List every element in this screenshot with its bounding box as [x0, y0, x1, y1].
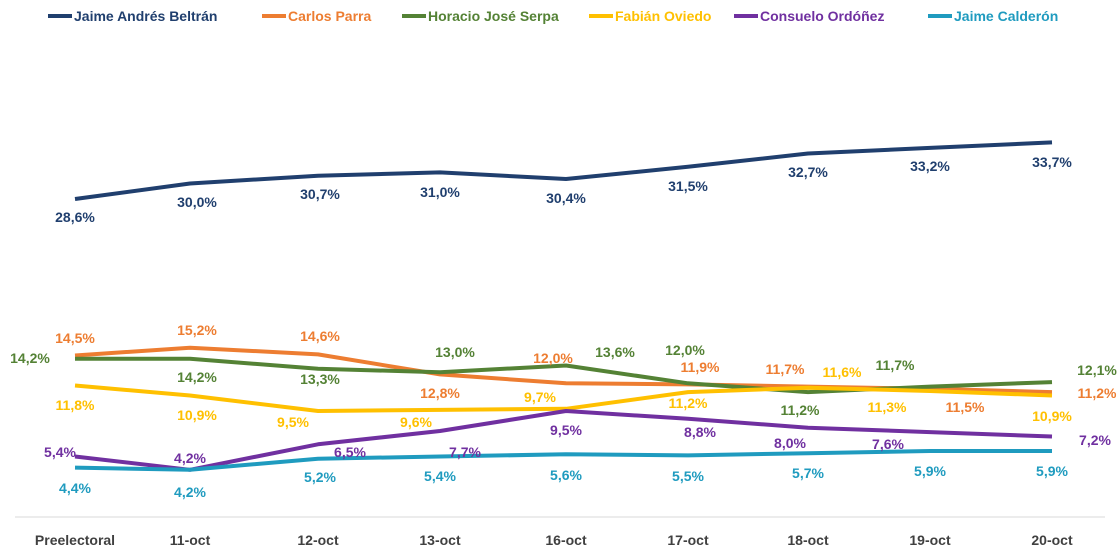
data-label: 13,3%	[300, 371, 340, 387]
data-label: 14,2%	[177, 369, 217, 385]
data-label: 13,0%	[435, 344, 475, 360]
series-line	[74, 383, 1053, 413]
data-label: 5,4%	[424, 468, 456, 484]
data-label: 11,2%	[781, 402, 820, 418]
data-label: 15,2%	[177, 322, 217, 338]
data-label: 4,2%	[174, 484, 206, 500]
x-tick-label: Preelectoral	[35, 532, 115, 548]
x-tick-label: 16-oct	[545, 532, 587, 548]
data-label: 11,3%	[868, 399, 907, 415]
data-label: 12,0%	[665, 342, 705, 358]
legend-label: Jaime Andrés Beltrán	[74, 8, 217, 24]
data-label: 9,6%	[400, 414, 432, 430]
data-label: 9,5%	[277, 414, 309, 430]
data-label: 5,2%	[304, 469, 336, 485]
legend: Jaime Andrés Beltrán Carlos Parra Horacio …	[48, 8, 1058, 24]
data-label: 5,4%	[44, 444, 76, 460]
x-tick-label: 13-oct	[419, 532, 461, 548]
x-tick-label: 19-oct	[909, 532, 951, 548]
data-label: 11,7%	[876, 357, 915, 373]
data-label: 33,7%	[1032, 154, 1072, 170]
data-label: 30,7%	[300, 186, 340, 202]
data-label: 11,2%	[1078, 385, 1117, 401]
x-tick-label: 11-oct	[170, 532, 211, 548]
data-label: 7,2%	[1079, 432, 1111, 448]
data-label: 5,9%	[1036, 463, 1068, 479]
series-line	[74, 140, 1053, 201]
data-label: 30,0%	[177, 194, 217, 210]
x-tick-labels: Preelectoral 11-oct 12-oct 13-oct 16-oct 17-o…	[35, 532, 1073, 548]
data-label: 6,5%	[334, 444, 366, 460]
data-label: 32,7%	[788, 164, 828, 180]
data-label: 8,8%	[684, 424, 716, 440]
series-lines	[74, 140, 1053, 472]
data-label: 10,9%	[1032, 408, 1072, 424]
data-label: 9,7%	[524, 389, 556, 405]
data-label: 11,2%	[669, 395, 708, 411]
legend-label: Consuelo Ordóñez	[760, 8, 884, 24]
data-label: 4,2%	[174, 450, 206, 466]
data-label: 31,5%	[668, 178, 708, 194]
data-label: 7,6%	[872, 436, 904, 452]
data-label: 10,9%	[177, 407, 217, 423]
data-label: 5,6%	[550, 467, 582, 483]
data-label: 14,5%	[55, 330, 95, 346]
data-label: 8,0%	[774, 435, 806, 451]
legend-label: Horacio José Serpa	[428, 8, 559, 24]
series-line	[74, 409, 1053, 472]
data-label: 30,4%	[546, 190, 586, 206]
data-label: 31,0%	[420, 184, 460, 200]
data-label: 9,5%	[550, 422, 582, 438]
data-label: 11,9%	[681, 359, 720, 375]
legend-label: Jaime Calderón	[954, 8, 1058, 24]
x-tick-label: 18-oct	[787, 532, 829, 548]
data-label: 11,5%	[946, 399, 985, 415]
data-label: 12,0%	[533, 350, 573, 366]
data-label: 14,6%	[300, 328, 340, 344]
data-label: 28,6%	[55, 209, 95, 225]
data-label: 13,6%	[595, 344, 635, 360]
data-labels: 28,6% 30,0% 30,7% 31,0% 30,4% 31,5% 32,7% 33,2%…	[10, 154, 1117, 500]
data-label: 11,6%	[823, 364, 862, 380]
data-label: 11,8%	[56, 397, 95, 413]
data-label: 14,2%	[10, 350, 50, 366]
data-label: 4,4%	[59, 480, 91, 496]
data-label: 33,2%	[910, 158, 950, 174]
x-tick-label: 20-oct	[1031, 532, 1073, 548]
x-tick-label: 12-oct	[297, 532, 339, 548]
data-label: 5,5%	[672, 468, 704, 484]
series-line	[74, 449, 1052, 472]
data-label: 5,7%	[792, 465, 824, 481]
data-label: 12,8%	[420, 385, 460, 401]
legend-label: Fabián Oviedo	[615, 8, 711, 24]
legend-label: Carlos Parra	[288, 8, 371, 24]
data-label: 7,7%	[449, 444, 481, 460]
x-tick-label: 17-oct	[667, 532, 709, 548]
data-label: 5,9%	[914, 463, 946, 479]
data-label: 12,1%	[1077, 362, 1117, 378]
data-label: 11,7%	[766, 361, 805, 377]
